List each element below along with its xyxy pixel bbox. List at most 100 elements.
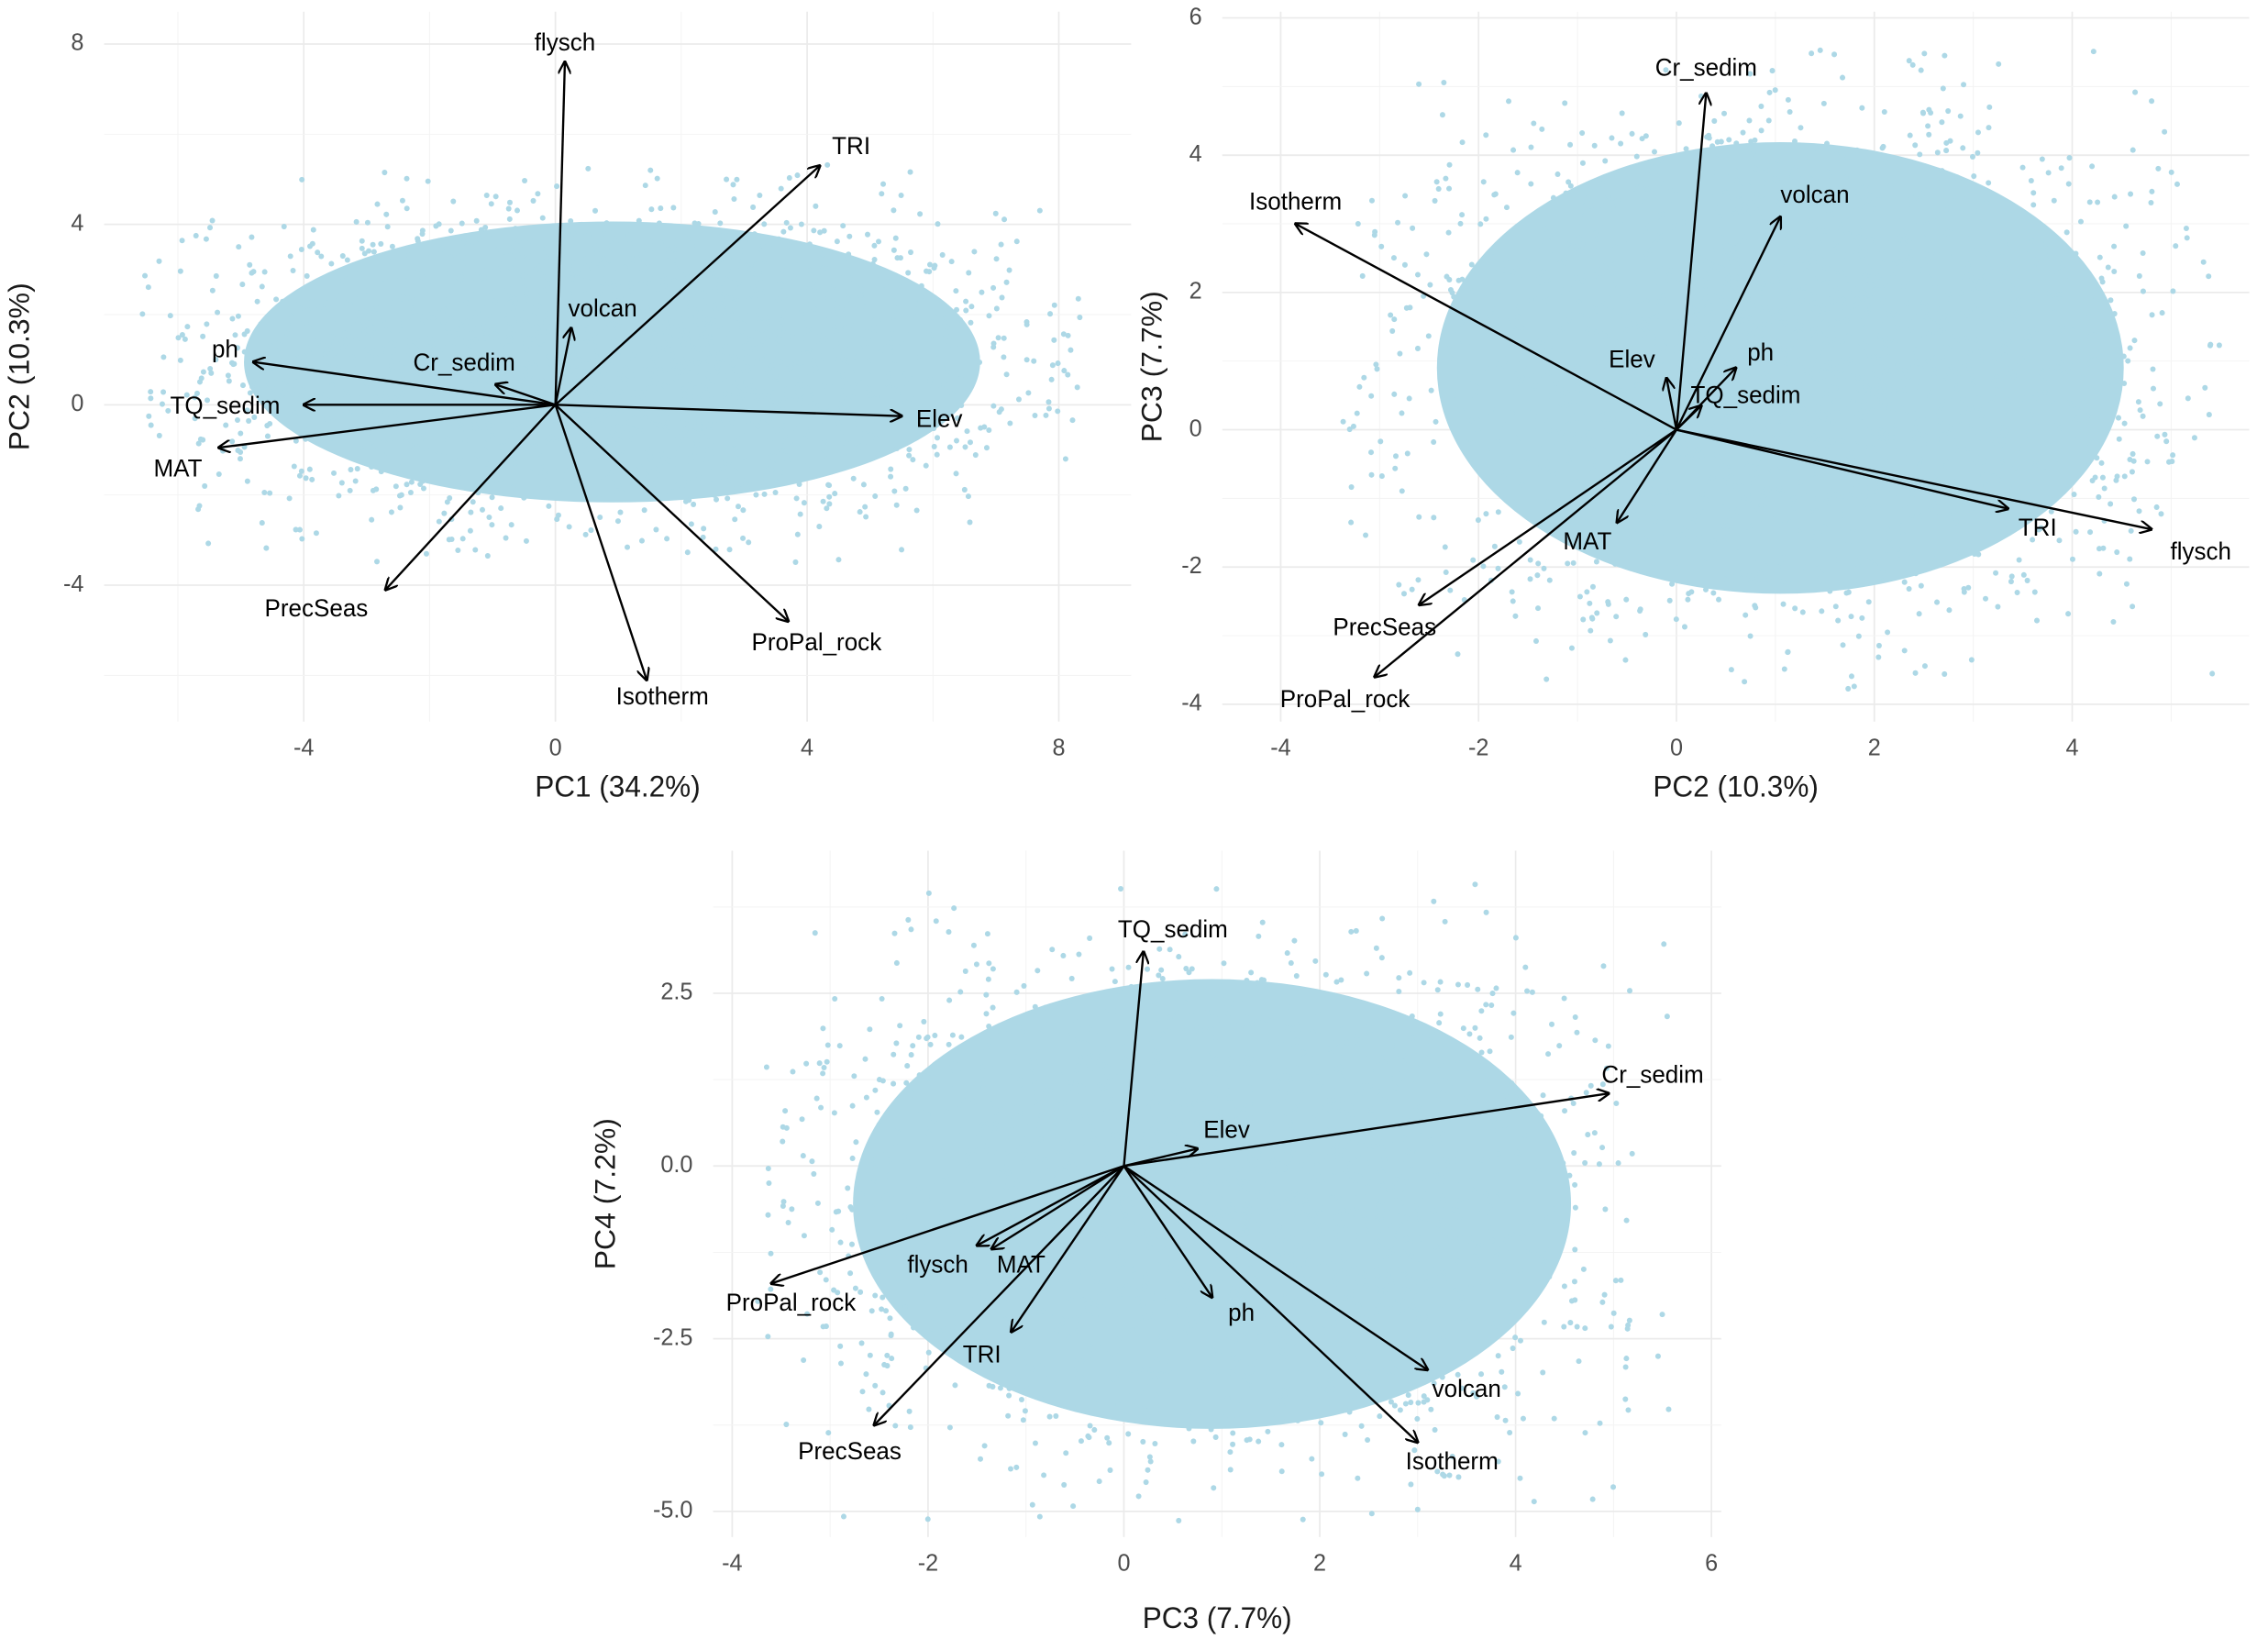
- score-point: [259, 520, 265, 526]
- score-point: [207, 365, 214, 372]
- score-point: [374, 382, 381, 388]
- score-point: [462, 339, 469, 346]
- score-point: [1738, 575, 1743, 581]
- score-point: [722, 400, 728, 406]
- score-point: [705, 438, 712, 445]
- score-point: [2200, 259, 2207, 265]
- score-point: [328, 260, 335, 267]
- score-point: [698, 285, 704, 292]
- score-point: [1391, 391, 1398, 397]
- score-point: [1635, 297, 1642, 305]
- score-point: [1984, 250, 1990, 257]
- score-point: [1906, 586, 1912, 592]
- score-point: [1900, 240, 1907, 247]
- score-point: [1855, 493, 1862, 499]
- score-point: [2047, 288, 2053, 294]
- score-point: [1906, 58, 1912, 64]
- score-point: [390, 349, 396, 356]
- score-point: [1977, 278, 1984, 284]
- score-point: [1595, 336, 1601, 342]
- score-point: [694, 441, 701, 448]
- score-point: [601, 475, 607, 482]
- score-point: [865, 397, 871, 404]
- score-point: [635, 333, 641, 339]
- score-point: [708, 392, 714, 398]
- score-point: [600, 410, 606, 416]
- score-point: [1728, 571, 1734, 578]
- score-point: [1748, 180, 1754, 186]
- score-point: [844, 397, 850, 404]
- score-point: [1953, 423, 1960, 430]
- score-point: [1954, 385, 1961, 392]
- score-point: [249, 270, 255, 276]
- score-point: [522, 296, 528, 303]
- score-point: [1593, 559, 1599, 565]
- score-point: [1758, 370, 1765, 376]
- score-point: [1707, 337, 1713, 343]
- score-point: [469, 371, 475, 377]
- score-point: [1864, 392, 1871, 398]
- score-point: [517, 343, 524, 349]
- score-point: [1725, 523, 1731, 529]
- score-point: [2029, 238, 2035, 244]
- score-point: [1780, 578, 1787, 584]
- score-point: [552, 269, 559, 275]
- score-point: [1622, 219, 1629, 226]
- score-point: [205, 540, 212, 547]
- score-point: [498, 505, 504, 512]
- score-point: [766, 369, 772, 375]
- score-point: [1443, 175, 1449, 182]
- score-point: [353, 218, 360, 225]
- score-point: [1651, 339, 1657, 346]
- score-point: [1676, 120, 1682, 127]
- score-point: [1388, 312, 1394, 318]
- score-point: [1925, 258, 1931, 264]
- score-point: [1607, 637, 1613, 644]
- score-point: [698, 437, 704, 443]
- score-point: [1732, 434, 1739, 440]
- score-point: [488, 289, 494, 295]
- score-point: [1535, 338, 1542, 345]
- score-point: [1003, 279, 1010, 285]
- score-point: [2008, 579, 2014, 585]
- score-point: [1806, 509, 1812, 515]
- score-point: [619, 447, 625, 453]
- score-point: [1971, 285, 1977, 292]
- score-point: [1646, 312, 1653, 318]
- score-point: [1955, 178, 1962, 184]
- score-point: [913, 507, 920, 514]
- score-point: [1599, 263, 1606, 270]
- score-point: [745, 359, 751, 365]
- score-point: [616, 307, 623, 315]
- score-point: [1975, 551, 1982, 558]
- score-point: [2111, 311, 2118, 317]
- score-point: [1667, 183, 1674, 190]
- score-point: [663, 411, 669, 417]
- score-point: [655, 471, 661, 478]
- score-point: [2026, 327, 2032, 334]
- score-point: [581, 319, 588, 326]
- score-point: [1916, 297, 1922, 304]
- score-point: [500, 378, 506, 384]
- score-point: [1681, 465, 1687, 471]
- score-point: [528, 488, 535, 494]
- score-point: [1685, 254, 1691, 260]
- score-point: [1459, 212, 1466, 218]
- score-point: [907, 169, 913, 175]
- score-point: [605, 337, 612, 343]
- score-point: [1579, 130, 1586, 137]
- score-point: [1815, 326, 1821, 332]
- score-point: [800, 335, 806, 341]
- score-point: [1875, 282, 1881, 288]
- score-point: [1628, 417, 1634, 424]
- score-point: [2158, 511, 2164, 517]
- score-point: [537, 413, 543, 419]
- score-point: [266, 381, 272, 387]
- score-point: [544, 378, 550, 384]
- score-point: [2174, 181, 2180, 187]
- score-point: [1513, 383, 1520, 391]
- score-point: [1875, 465, 1882, 471]
- y-tick-label: 4: [71, 210, 83, 236]
- score-point: [387, 358, 393, 364]
- score-point: [479, 506, 485, 513]
